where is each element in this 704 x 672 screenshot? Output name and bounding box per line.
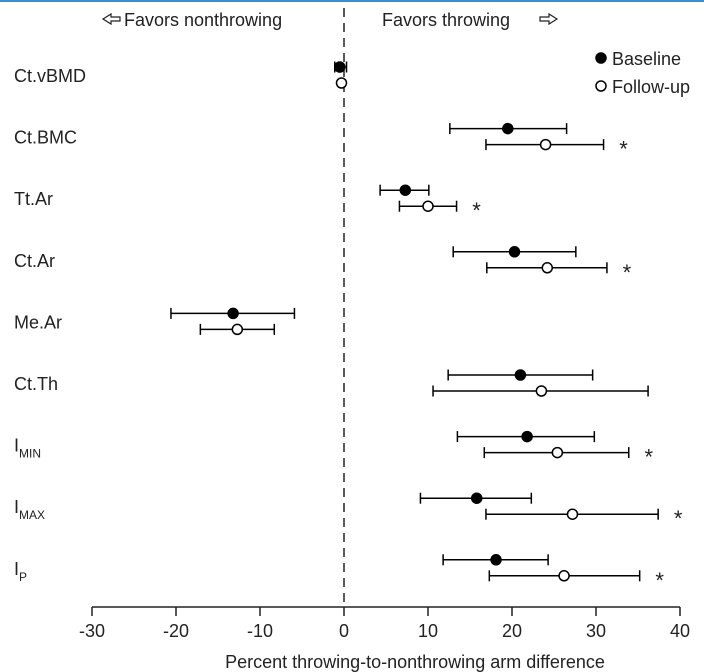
baseline-point (470, 492, 483, 504)
x-tick-label: 10 (418, 621, 438, 641)
row-tt-ar: Tt.Ar * (14, 184, 481, 223)
row-imin: IMIN * (14, 430, 653, 470)
category-label: IMAX (14, 497, 45, 522)
follow-up-point (566, 508, 579, 520)
category-label: Ct.BMC (14, 128, 77, 148)
category-label: IP (14, 559, 27, 584)
legend-marker-baseline (595, 52, 607, 64)
row-ct-th: Ct.Th (14, 369, 649, 397)
x-axis-label: Percent throwing-to-nonthrowing arm diff… (225, 652, 605, 672)
legend: Baseline Follow-up (595, 49, 690, 97)
baseline-point (399, 184, 412, 196)
row-ct-ar: Ct.Ar * (14, 246, 632, 285)
legend-label-baseline: Baseline (612, 49, 681, 69)
x-tick-label: 30 (586, 621, 606, 641)
category-label: IMIN (14, 436, 41, 461)
row-ip: IP * (14, 554, 664, 593)
follow-up-point (551, 446, 564, 459)
baseline-point (502, 122, 514, 135)
follow-up-point (335, 77, 348, 89)
significance-asterisk: * (472, 198, 481, 223)
legend-label-follow-up: Follow-up (612, 77, 690, 97)
category-label: Ct.Ar (14, 251, 55, 271)
category-label: Tt.Ar (14, 189, 53, 209)
arrow-right-icon (539, 12, 559, 26)
x-tick-label: 0 (339, 621, 349, 641)
row-ct-vbmd: Ct.vBMD (14, 61, 348, 89)
baseline-point (508, 246, 521, 258)
significance-asterisk: * (644, 445, 653, 470)
baseline-point (521, 430, 533, 443)
significance-asterisk: * (623, 260, 632, 285)
follow-up-point (422, 200, 434, 212)
favors-throwing-label: Favors throwing (382, 10, 510, 30)
row-me-ar: Me.Ar (14, 307, 296, 336)
plot-rows: Ct.vBMD Ct.BMC * Tt.Ar * Ct.Ar * Me.Ar Ct.Th IMIN… (14, 61, 683, 593)
x-axis: -30 -20 -10 0 10 20 30 40 (79, 606, 690, 641)
direction-labels: Favors nonthrowing Favors throwing (101, 10, 559, 30)
favors-nonthrowing-label: Favors nonthrowing (124, 10, 282, 30)
x-tick-label: 40 (670, 621, 690, 641)
arrow-left-icon (101, 12, 121, 26)
x-tick-label: -30 (79, 621, 105, 641)
category-label: Ct.vBMD (14, 66, 86, 86)
baseline-point (334, 61, 346, 73)
follow-up-point (558, 570, 570, 582)
follow-up-point (535, 385, 548, 397)
x-tick-label: 20 (502, 621, 522, 641)
row-ct-bmc: Ct.BMC * (14, 122, 628, 162)
x-tick-label: -20 (163, 621, 189, 641)
top-border (0, 0, 704, 2)
follow-up-point (541, 262, 554, 274)
row-imax: IMAX * (14, 492, 683, 531)
baseline-point (514, 369, 527, 381)
follow-up-point (231, 323, 244, 336)
significance-asterisk: * (674, 506, 683, 531)
x-tick-label: -10 (247, 621, 273, 641)
significance-asterisk: * (619, 137, 628, 162)
baseline-point (490, 554, 502, 566)
significance-asterisk: * (655, 568, 664, 593)
follow-up-point (539, 138, 552, 151)
category-label: Me.Ar (14, 312, 62, 332)
legend-marker-follow-up (595, 80, 607, 92)
category-label: Ct.Th (14, 374, 58, 394)
baseline-point (227, 307, 239, 320)
